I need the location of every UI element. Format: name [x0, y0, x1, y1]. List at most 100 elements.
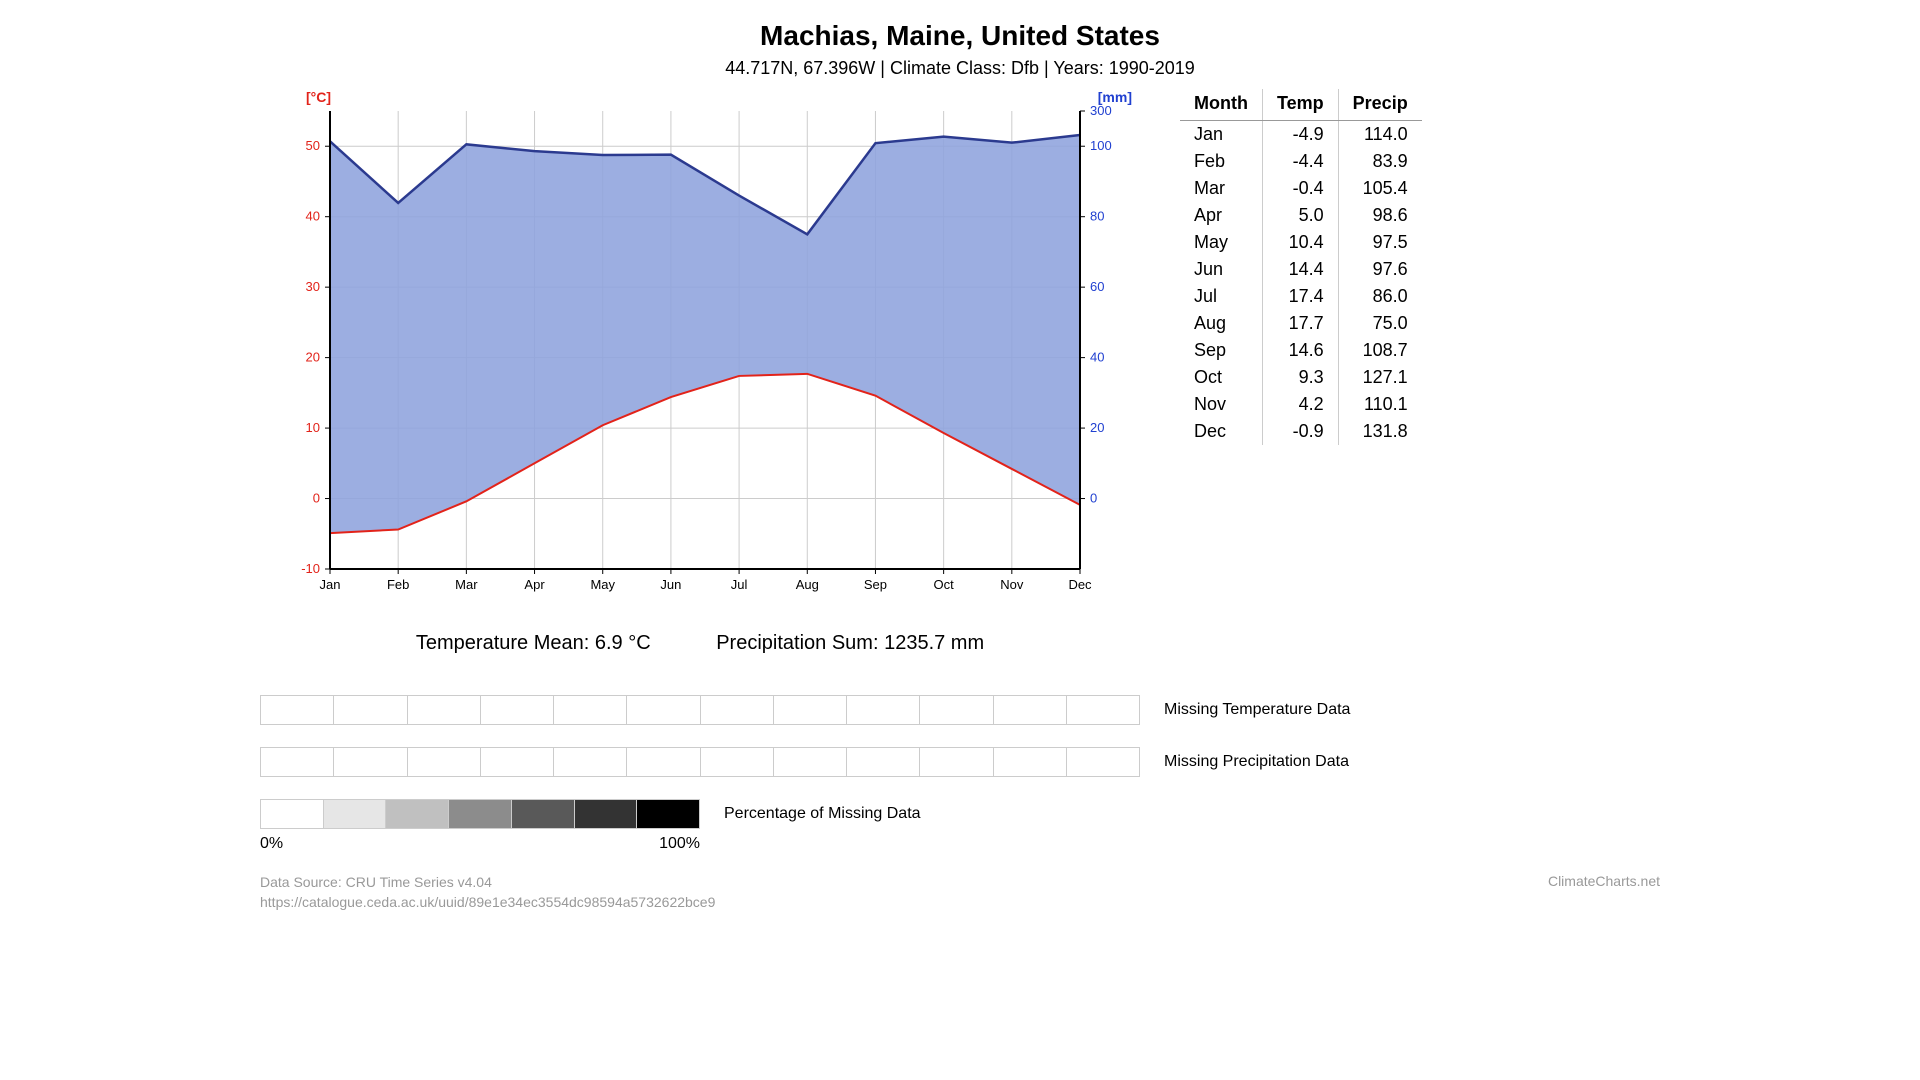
missing-legend-gradient — [260, 799, 700, 829]
climate-data-table: Month Temp Precip Jan-4.9114.0Feb-4.483.… — [1180, 89, 1422, 445]
missing-cell — [480, 747, 554, 777]
table-cell: May — [1180, 229, 1262, 256]
table-cell: Oct — [1180, 364, 1262, 391]
legend-max: 100% — [659, 835, 700, 853]
legend-cell — [636, 799, 700, 829]
table-cell: 114.0 — [1338, 121, 1422, 149]
missing-cell — [333, 747, 407, 777]
table-cell: 110.1 — [1338, 391, 1422, 418]
missing-cell — [1066, 695, 1140, 725]
table-cell: 9.3 — [1262, 364, 1338, 391]
table-row: Sep14.6108.7 — [1180, 337, 1422, 364]
table-cell: 131.8 — [1338, 418, 1422, 445]
table-row: Jun14.497.6 — [1180, 256, 1422, 283]
missing-cell — [480, 695, 554, 725]
table-row: Feb-4.483.9 — [1180, 148, 1422, 175]
svg-text:May: May — [590, 577, 615, 592]
svg-text:40: 40 — [306, 209, 320, 224]
table-row: Dec-0.9131.8 — [1180, 418, 1422, 445]
table-cell: Mar — [1180, 175, 1262, 202]
table-cell: -4.4 — [1262, 148, 1338, 175]
svg-text:0: 0 — [1090, 491, 1097, 506]
table-cell: 86.0 — [1338, 283, 1422, 310]
table-header-month: Month — [1180, 89, 1262, 121]
table-row: May10.497.5 — [1180, 229, 1422, 256]
footer-brand: ClimateCharts.net — [1548, 873, 1660, 912]
table-cell: 75.0 — [1338, 310, 1422, 337]
svg-text:30: 30 — [306, 279, 320, 294]
missing-cell — [553, 695, 627, 725]
missing-cell — [700, 695, 774, 725]
table-cell: Aug — [1180, 310, 1262, 337]
missing-cell — [1066, 747, 1140, 777]
missing-cell — [846, 747, 920, 777]
table-cell: -0.4 — [1262, 175, 1338, 202]
svg-text:Dec: Dec — [1068, 577, 1092, 592]
precip-unit-label: [mm] — [1098, 89, 1132, 105]
table-row: Oct9.3127.1 — [1180, 364, 1422, 391]
svg-text:10: 10 — [306, 420, 320, 435]
table-cell: Dec — [1180, 418, 1262, 445]
svg-text:Sep: Sep — [864, 577, 887, 592]
table-cell: 105.4 — [1338, 175, 1422, 202]
missing-cell — [773, 747, 847, 777]
table-cell: 5.0 — [1262, 202, 1338, 229]
table-cell: Sep — [1180, 337, 1262, 364]
svg-text:100: 100 — [1090, 138, 1112, 153]
legend-cell — [574, 799, 638, 829]
missing-precip-bar — [260, 747, 1140, 777]
svg-text:Jun: Jun — [660, 577, 681, 592]
missing-cell — [260, 695, 334, 725]
svg-text:20: 20 — [1090, 420, 1104, 435]
missing-cell — [919, 747, 993, 777]
table-cell: 97.6 — [1338, 256, 1422, 283]
table-header-temp: Temp — [1262, 89, 1338, 121]
missing-cell — [407, 747, 481, 777]
legend-cell — [260, 799, 324, 829]
table-row: Mar-0.4105.4 — [1180, 175, 1422, 202]
table-cell: 14.6 — [1262, 337, 1338, 364]
legend-cell — [385, 799, 449, 829]
table-row: Jan-4.9114.0 — [1180, 121, 1422, 149]
table-cell: Jan — [1180, 121, 1262, 149]
svg-text:Mar: Mar — [455, 577, 478, 592]
table-cell: Feb — [1180, 148, 1262, 175]
svg-text:Oct: Oct — [934, 577, 955, 592]
table-cell: 4.2 — [1262, 391, 1338, 418]
table-row: Jul17.486.0 — [1180, 283, 1422, 310]
svg-text:Feb: Feb — [387, 577, 409, 592]
missing-cell — [626, 747, 700, 777]
table-cell: 17.4 — [1262, 283, 1338, 310]
footer-source-line2: https://catalogue.ceda.ac.uk/uuid/89e1e3… — [260, 893, 715, 913]
svg-text:60: 60 — [1090, 279, 1104, 294]
table-cell: Jun — [1180, 256, 1262, 283]
table-cell: Nov — [1180, 391, 1262, 418]
table-cell: 98.6 — [1338, 202, 1422, 229]
table-cell: 17.7 — [1262, 310, 1338, 337]
table-cell: 10.4 — [1262, 229, 1338, 256]
missing-cell — [333, 695, 407, 725]
table-cell: -0.9 — [1262, 418, 1338, 445]
missing-temp-bar — [260, 695, 1140, 725]
svg-text:Aug: Aug — [796, 577, 819, 592]
table-cell: 108.7 — [1338, 337, 1422, 364]
legend-min: 0% — [260, 835, 283, 853]
missing-legend-label: Percentage of Missing Data — [724, 805, 921, 823]
missing-cell — [773, 695, 847, 725]
svg-text:Jul: Jul — [731, 577, 748, 592]
legend-cell — [448, 799, 512, 829]
footer-source-line1: Data Source: CRU Time Series v4.04 — [260, 873, 715, 893]
missing-precip-label: Missing Precipitation Data — [1164, 753, 1349, 771]
missing-cell — [407, 695, 481, 725]
svg-text:20: 20 — [306, 350, 320, 365]
missing-cell — [260, 747, 334, 777]
table-row: Apr5.098.6 — [1180, 202, 1422, 229]
page-title: Machias, Maine, United States — [260, 20, 1660, 52]
missing-temp-label: Missing Temperature Data — [1164, 701, 1350, 719]
climate-chart: [°C] [mm] -1001020304050020406080100300J… — [260, 89, 1140, 685]
svg-text:-10: -10 — [301, 561, 320, 576]
precip-sum-summary: Precipitation Sum: 1235.7 mm — [716, 632, 984, 654]
missing-cell — [919, 695, 993, 725]
temp-unit-label: [°C] — [306, 89, 331, 105]
table-cell: 14.4 — [1262, 256, 1338, 283]
